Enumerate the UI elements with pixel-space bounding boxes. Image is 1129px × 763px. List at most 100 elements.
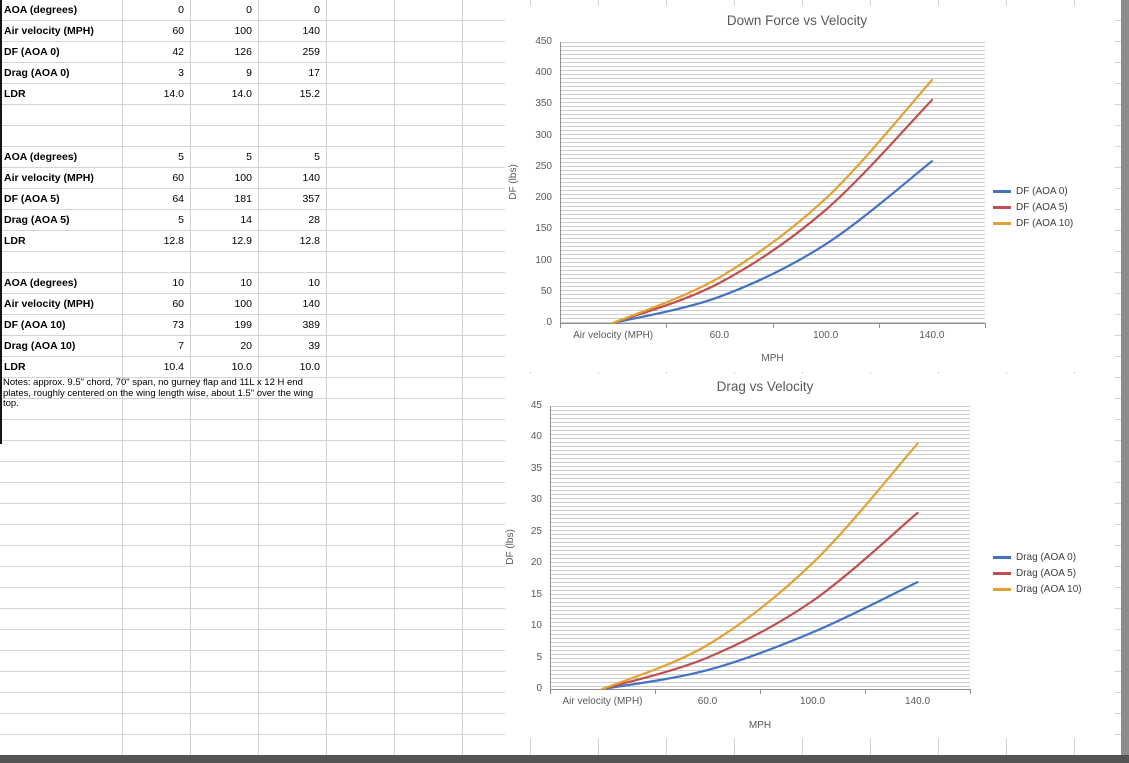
plot-area <box>550 406 970 689</box>
cell-value[interactable]: 39 <box>308 340 320 352</box>
cell-value[interactable]: 100 <box>234 172 252 184</box>
cell-value[interactable]: 10 <box>172 277 184 289</box>
y-tick-label: 150 <box>535 223 552 235</box>
cell-value[interactable]: 12.8 <box>299 235 320 247</box>
drag-chart[interactable]: Drag vs Velocity DF (lbs) MPH Drag (AOA … <box>505 374 1115 738</box>
horizontal-scrollbar[interactable] <box>0 755 1129 763</box>
legend-entry[interactable]: Drag (AOA 0) <box>993 549 1082 565</box>
cell-label[interactable]: AOA (degrees) <box>4 277 78 289</box>
table-row: AOA (degrees) 10 10 10 <box>0 273 326 294</box>
cell-value[interactable]: 60 <box>172 25 184 37</box>
table-row: LDR 10.4 10.0 10.0 <box>0 357 326 378</box>
cell-label[interactable]: DF (AOA 5) <box>4 193 60 205</box>
cell-value[interactable]: 100 <box>234 25 252 37</box>
y-tick-label: 30 <box>530 494 542 506</box>
cell-value[interactable]: 17 <box>308 67 320 79</box>
cell-value[interactable]: 389 <box>302 319 320 331</box>
y-axis-title: DF (lbs) <box>505 529 516 565</box>
cell-value[interactable]: 199 <box>234 319 252 331</box>
cell-value[interactable]: 0 <box>246 4 252 16</box>
downforce-chart[interactable]: Down Force vs Velocity DF (lbs) MPH DF (… <box>505 6 1115 372</box>
legend-label: DF (AOA 10) <box>1016 217 1074 229</box>
notes-cell[interactable]: Notes: approx. 9.5" chord, 70" span, no … <box>3 377 314 409</box>
cell-label[interactable]: DF (AOA 0) <box>4 46 60 58</box>
legend-entry[interactable]: DF (AOA 5) <box>993 199 1073 215</box>
cell-value[interactable]: 10 <box>240 277 252 289</box>
legend-entry[interactable]: DF (AOA 0) <box>993 183 1073 199</box>
cell-value[interactable]: 60 <box>172 172 184 184</box>
cell-label[interactable]: LDR <box>4 361 26 373</box>
cell-value[interactable]: 3 <box>178 67 184 79</box>
cell-label[interactable]: Drag (AOA 10) <box>4 340 76 352</box>
cell-value[interactable]: 73 <box>172 319 184 331</box>
cell-value[interactable]: 10.0 <box>299 361 320 373</box>
cell-value[interactable]: 20 <box>240 340 252 352</box>
cell-value[interactable]: 140 <box>302 25 320 37</box>
legend-entry[interactable]: Drag (AOA 10) <box>993 581 1082 597</box>
legend-label: DF (AOA 5) <box>1016 201 1068 213</box>
y-tick-label: 350 <box>535 98 552 110</box>
legend-entry[interactable]: DF (AOA 10) <box>993 215 1073 231</box>
cell-label[interactable]: Drag (AOA 5) <box>4 214 70 226</box>
legend-line-swatch <box>993 221 1011 225</box>
cell-label[interactable]: Air velocity (MPH) <box>4 25 94 37</box>
cell-value[interactable]: 5 <box>246 151 252 163</box>
cell-value[interactable]: 126 <box>234 46 252 58</box>
x-tick-label: 60.0 <box>709 330 730 341</box>
x-tick-label: 140.0 <box>904 696 931 707</box>
x-tick-label: Air velocity (MPH) <box>562 696 643 707</box>
y-tick-label: 50 <box>540 285 552 297</box>
legend-label: DF (AOA 0) <box>1016 185 1068 197</box>
y-tick-label: 0 <box>536 683 542 694</box>
cell-value[interactable]: 100 <box>234 298 252 310</box>
cell-value[interactable]: 0 <box>314 4 320 16</box>
cell-value[interactable]: 15.2 <box>299 88 320 100</box>
sheet-left-border <box>0 0 2 444</box>
cell-value[interactable]: 0 <box>178 4 184 16</box>
cell-value[interactable]: 28 <box>308 214 320 226</box>
cell-label[interactable]: Air velocity (MPH) <box>4 172 94 184</box>
cell-value[interactable]: 357 <box>302 193 320 205</box>
cell-value[interactable]: 10.4 <box>163 361 184 373</box>
cell-value[interactable]: 5 <box>178 214 184 226</box>
cell-value[interactable]: 60 <box>172 298 184 310</box>
table-row: AOA (degrees) 5 5 5 <box>0 147 326 168</box>
cell-value[interactable]: 64 <box>172 193 184 205</box>
table-row: AOA (degrees) 0 0 0 <box>0 0 326 21</box>
cell-value[interactable]: 181 <box>234 193 252 205</box>
legend-entry[interactable]: Drag (AOA 5) <box>993 565 1082 581</box>
table-row: Drag (AOA 0) 3 9 17 <box>0 63 326 84</box>
legend-label: Drag (AOA 0) <box>1016 551 1077 563</box>
cell-label[interactable]: Air velocity (MPH) <box>4 298 94 310</box>
cell-value[interactable]: 10.0 <box>231 361 252 373</box>
cell-value[interactable]: 14.0 <box>231 88 252 100</box>
cell-label[interactable]: Drag (AOA 0) <box>4 67 70 79</box>
plot-area <box>560 42 985 323</box>
cell-label[interactable]: AOA (degrees) <box>4 4 78 16</box>
cell-label[interactable]: DF (AOA 10) <box>4 319 66 331</box>
cell-value[interactable]: 14.0 <box>163 88 184 100</box>
cell-value[interactable]: 259 <box>302 46 320 58</box>
legend-label: Drag (AOA 10) <box>1016 583 1082 595</box>
cell-value[interactable]: 12.9 <box>231 235 252 247</box>
cell-value[interactable]: 42 <box>172 46 184 58</box>
table-row: LDR 14.0 14.0 15.2 <box>0 84 326 105</box>
cell-value[interactable]: 12.8 <box>163 235 184 247</box>
chart-title: Drag vs Velocity <box>716 379 814 394</box>
cell-label[interactable]: LDR <box>4 235 26 247</box>
vertical-scrollbar[interactable] <box>1121 0 1129 763</box>
legend: Drag (AOA 0) Drag (AOA 5) Drag (AOA 10) <box>993 549 1082 597</box>
legend-line-swatch <box>993 555 1011 559</box>
cell-value[interactable]: 7 <box>178 340 184 352</box>
cell-label[interactable]: AOA (degrees) <box>4 151 78 163</box>
cell-label[interactable]: LDR <box>4 88 26 100</box>
cell-value[interactable]: 5 <box>314 151 320 163</box>
cell-value[interactable]: 140 <box>302 298 320 310</box>
cell-value[interactable]: 140 <box>302 172 320 184</box>
cell-value[interactable]: 5 <box>178 151 184 163</box>
legend-line-swatch <box>993 205 1011 209</box>
cell-value[interactable]: 9 <box>246 67 252 79</box>
cell-value[interactable]: 10 <box>308 277 320 289</box>
cell-value[interactable]: 14 <box>240 214 252 226</box>
